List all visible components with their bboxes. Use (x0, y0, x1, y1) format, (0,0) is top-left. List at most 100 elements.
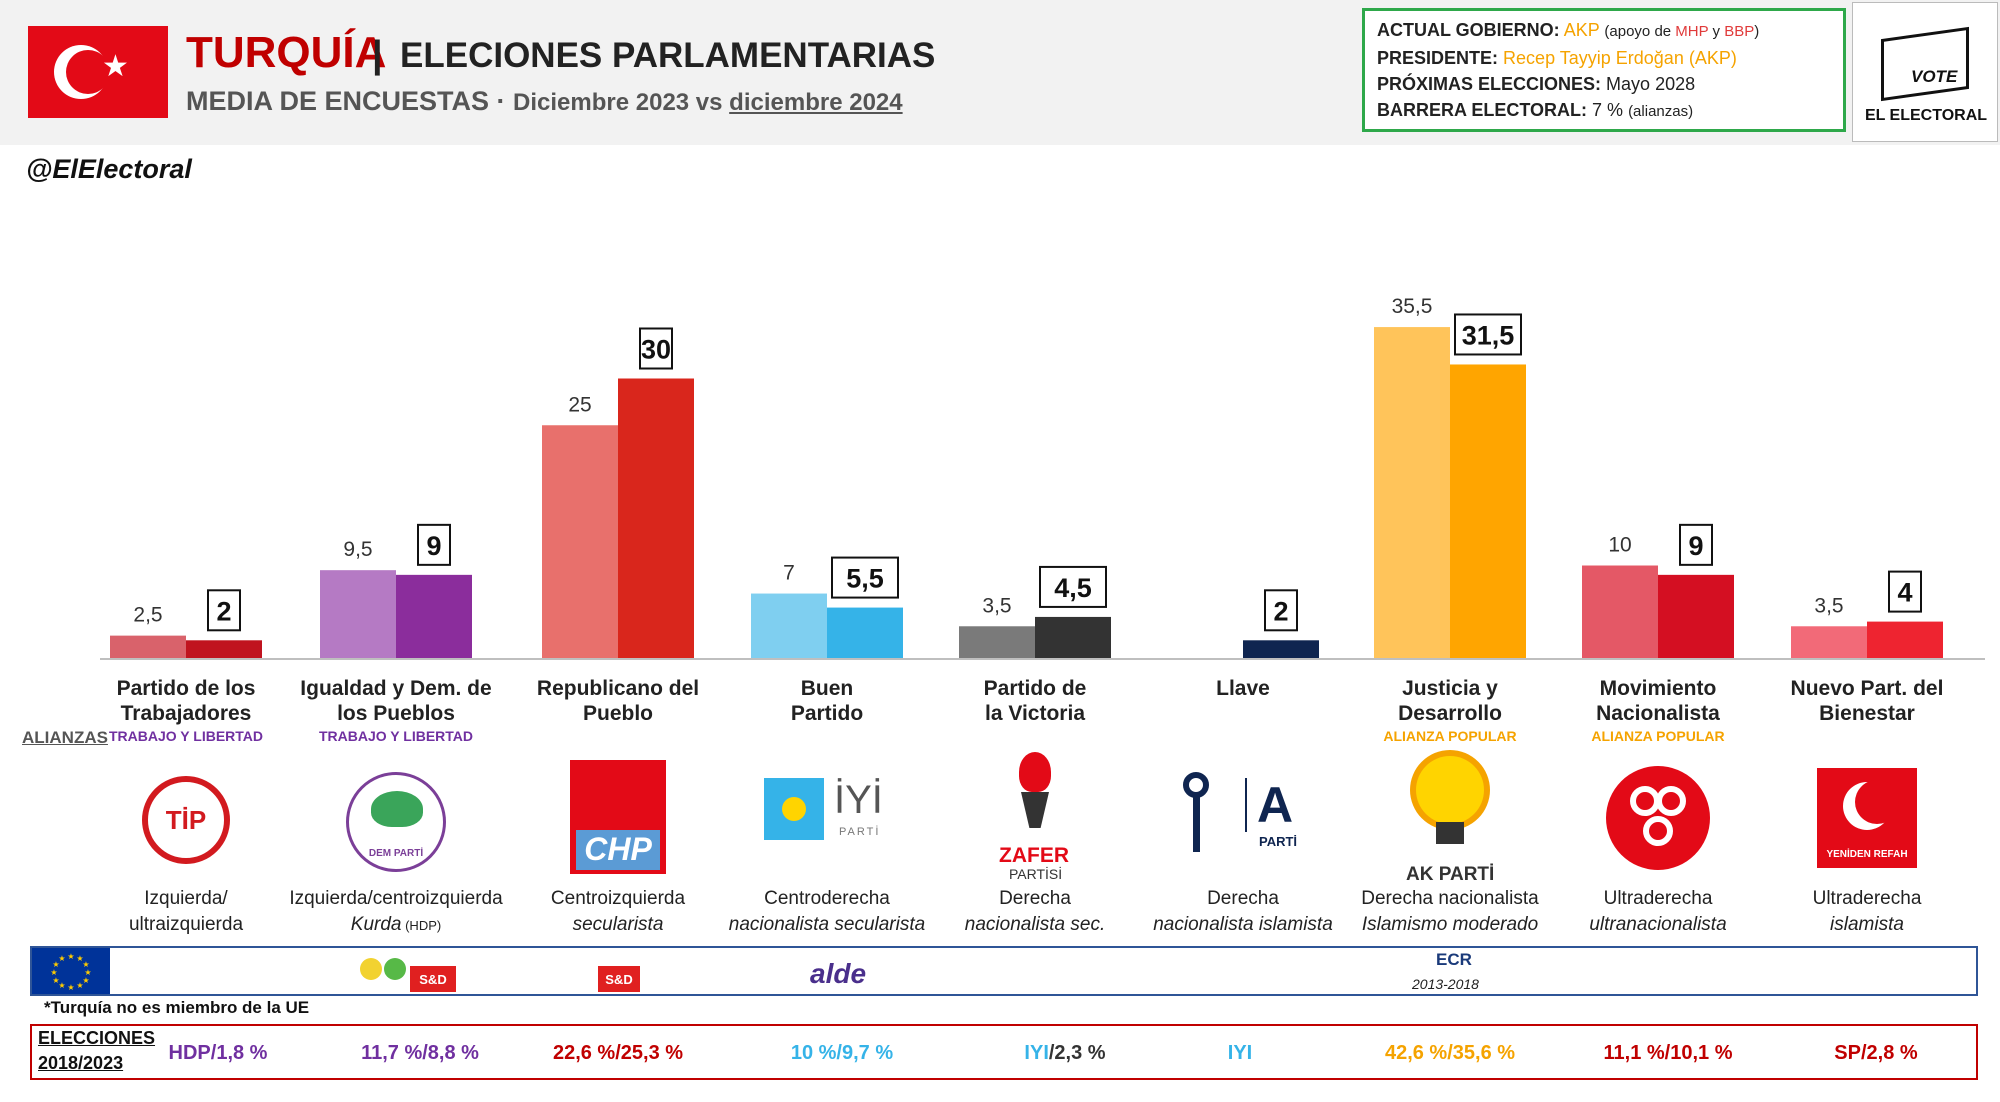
party-name-line1: Partido de los (116, 677, 256, 700)
party-alliance: TRABAJO Y LIBERTAD (318, 728, 473, 744)
ideology-line2: ultraizquierda (128, 914, 244, 935)
bar-2023 (1374, 327, 1450, 659)
info-government: ACTUAL GOBIERNO: AKP (apoyo de MHP y BBP… (1377, 20, 1760, 40)
turkey-flag-icon: ★ (28, 26, 168, 118)
party-alliance: ALIANZA POPULAR (1383, 728, 1517, 744)
bar-label-box-2024 (1039, 565, 1107, 608)
el-electoral-logo: VOTE EL ELECTORAL (1852, 2, 1998, 142)
svg-text:★: ★ (67, 983, 74, 992)
tip-logo-icon: TİP (142, 776, 230, 864)
elections-label: ELECCIONES 2018/2023 (38, 1026, 158, 1076)
alliances-label: ALIANZAS (22, 728, 108, 747)
ideology-line1: Centroizquierda (550, 888, 686, 909)
iyi-logo-sub: PARTİ (839, 826, 881, 838)
party-name-line2: Bienestar (1819, 702, 1915, 725)
svg-text:★: ★ (76, 954, 83, 963)
title-country: TURQUÍA (186, 28, 387, 77)
svg-text:★: ★ (58, 954, 65, 963)
bar-2023 (542, 425, 618, 659)
ideology-line2: nacionalista sec. (964, 914, 1106, 935)
party-name-line2: Partido (790, 702, 864, 725)
bar-chart: 2,5 2 9,5 9 25 30 7 5,5 3,5 4,5 2 35,5 31,5 10 9 3,5 4 (100, 295, 1985, 660)
party-ideology: Ultraderecha ultranacionalista (1548, 886, 1768, 938)
bar-label-2024: 9 (426, 531, 441, 561)
bar-label-box-2024 (1888, 570, 1922, 613)
svg-text:★: ★ (50, 968, 57, 977)
bar-2023 (959, 626, 1035, 659)
party-name-line2: Desarrollo (1398, 702, 1502, 725)
bar-label-box-2024 (639, 327, 673, 370)
bar-label-2024: 31,5 (1462, 320, 1515, 350)
ideology-line1: Izquierda/ (144, 888, 228, 909)
yeniden-refah-logo-icon: YENİDEN REFAH (1817, 768, 1917, 868)
party-name-line1: Llave (1216, 677, 1270, 700)
svg-text:★: ★ (84, 968, 91, 977)
ideology-line2: Islamismo moderado (1361, 914, 1539, 935)
info-barrier: BARRERA ELECTORAL: 7 % (alianzas) (1377, 100, 1694, 120)
greens-efa-icon (360, 958, 382, 980)
bar-2024 (1035, 616, 1111, 659)
party-alliance: TRABAJO Y LIBERTAD (108, 728, 263, 744)
svg-text:★: ★ (76, 981, 83, 990)
dem-logo-icon: DEM PARTİ (346, 772, 446, 872)
election-result: SP/2,8 % (1834, 1042, 1918, 1064)
election-result: 11,1 %/10,1 % (1603, 1042, 1733, 1064)
svg-text:★: ★ (67, 952, 74, 961)
ak-parti-logo-text: AK PARTİ (1406, 864, 1495, 885)
bar-2024 (1450, 364, 1526, 659)
bar-label-2023: 9,5 (343, 538, 372, 561)
logo-vote-text: VOTE (1911, 67, 1958, 86)
party-ideology: Derecha nacionalista islamista (1133, 886, 1353, 938)
svg-text:★: ★ (82, 976, 89, 985)
ideology-line1: Centroderecha (764, 888, 890, 909)
party-ideology: Ultraderecha islamista (1757, 886, 1977, 938)
party-name: Llave (1143, 676, 1343, 701)
bar-label-2024: 2 (216, 596, 231, 626)
election-result: IYI (1227, 1042, 1253, 1064)
chp-logo-icon: CHP (570, 760, 666, 874)
bar-label-box-2024 (1679, 523, 1713, 566)
twitter-handle: @ElElectoral (26, 154, 192, 184)
eu-group-row (30, 946, 1978, 996)
ideology-line1: Ultraderecha (1812, 888, 1922, 909)
subtitle-date-a: Diciembre 2023 vs (513, 89, 730, 116)
party-name-line1: Nuevo Part. del (1790, 677, 1944, 700)
bar-label-2024: 30 (641, 335, 671, 365)
dem-logo-text: DEM PARTİ (368, 848, 424, 859)
ideology-line2: islamista (1830, 914, 1904, 935)
bar-2023 (1791, 626, 1867, 659)
party-name: Buen Partido (727, 676, 927, 726)
bar-2024 (396, 574, 472, 659)
eu-flag-icon: ★ ★ ★ ★ ★ ★ ★ ★ ★ ★ ★ ★ (32, 948, 110, 994)
ideology-line1: Izquierda/centroizquierda (289, 888, 503, 909)
bar-2023 (110, 635, 186, 659)
subtitle-lead: MEDIA DE ENCUESTAS (186, 86, 490, 116)
svg-text:★: ★ (52, 976, 59, 985)
party-name-line1: Republicano del (536, 677, 700, 700)
ideology-line2: nacionalista islamista (1153, 914, 1333, 935)
key-icon (1181, 772, 1211, 852)
party-ideology: Derecha nacionalista sec. (925, 886, 1145, 938)
iyi-logo-text: İYİ (834, 778, 883, 822)
party-ideology: Izquierda/centroizquierda Kurda (HDP) (286, 886, 506, 939)
ideology-line2: Kurda (HDP) (350, 914, 442, 935)
bar-label-2023: 10 (1608, 534, 1631, 557)
elections-label-line1: ELECCIONES (38, 1028, 156, 1048)
election-result: 10 %/9,7 % (790, 1042, 894, 1064)
bar-label-2024: 2 (1273, 596, 1288, 626)
election-result: 11,7 %/8,8 % (361, 1042, 479, 1064)
ideology-line1: Derecha nacionalista (1361, 888, 1539, 909)
a-parti-logo-text: A (1245, 778, 1293, 832)
party-name: Partido de los Trabajadores (86, 676, 286, 726)
ecr-years: 2013-2018 (1412, 976, 1479, 992)
ecr-logo: ECR (1436, 950, 1472, 969)
elections-row (30, 1024, 1978, 1080)
party-name-line1: Buen (800, 677, 854, 700)
ideology-line1: Derecha (999, 888, 1071, 909)
info-president: PRESIDENTE: Recep Tayyip Erdoğan (AKP) (1377, 48, 1737, 68)
election-result: 22,6 %/25,3 % (552, 1042, 684, 1064)
bar-label-box-2024 (831, 556, 899, 599)
sd-badge: S&D (598, 966, 640, 992)
alde-logo: alde (810, 958, 867, 989)
bar-2023 (320, 570, 396, 659)
